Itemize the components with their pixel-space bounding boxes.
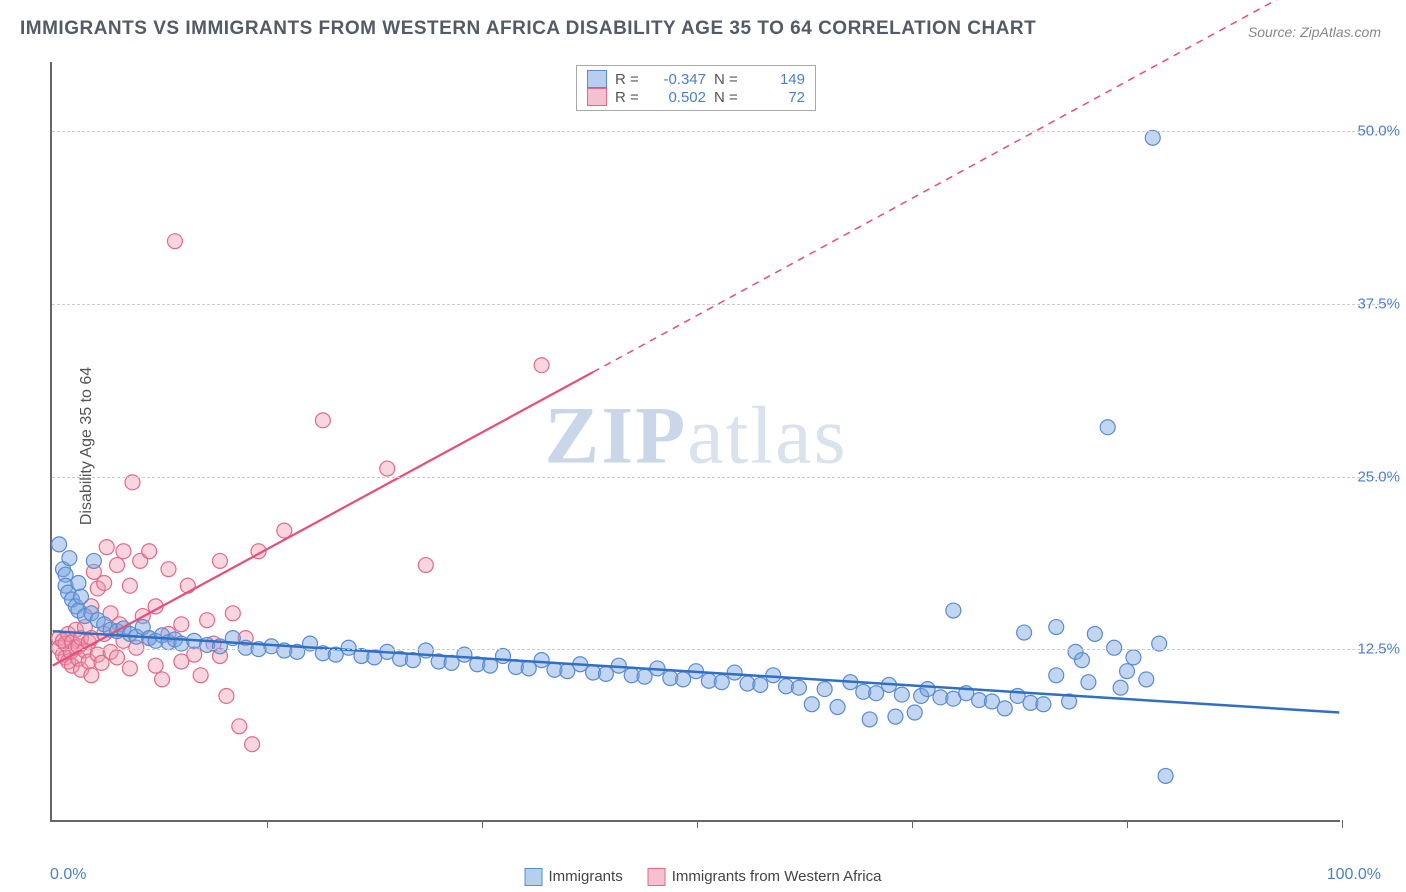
- x-axis-min-label: 0.0%: [50, 866, 86, 884]
- y-tick-label: 50.0%: [1357, 123, 1400, 140]
- swatch-series1: [525, 868, 543, 886]
- legend-item-series1: Immigrants: [525, 868, 623, 886]
- plot-area: ZIPatlas R = -0.347 N = 149 R = 0.502 N …: [50, 62, 1340, 822]
- swatch-series2: [648, 868, 666, 886]
- x-axis-max-label: 100.0%: [1327, 866, 1381, 884]
- y-tick-label: 37.5%: [1357, 295, 1400, 312]
- y-tick-label: 25.0%: [1357, 468, 1400, 485]
- chart-container: IMMIGRANTS VS IMMIGRANTS FROM WESTERN AF…: [0, 0, 1406, 892]
- legend-item-series2: Immigrants from Western Africa: [648, 868, 882, 886]
- x-axis-legend: Immigrants Immigrants from Western Afric…: [525, 868, 882, 886]
- chart-title: IMMIGRANTS VS IMMIGRANTS FROM WESTERN AF…: [20, 18, 1036, 40]
- source-attribution: Source: ZipAtlas.com: [1248, 24, 1381, 40]
- y-tick-label: 12.5%: [1357, 641, 1400, 658]
- svg-plot-layer: [52, 62, 1340, 820]
